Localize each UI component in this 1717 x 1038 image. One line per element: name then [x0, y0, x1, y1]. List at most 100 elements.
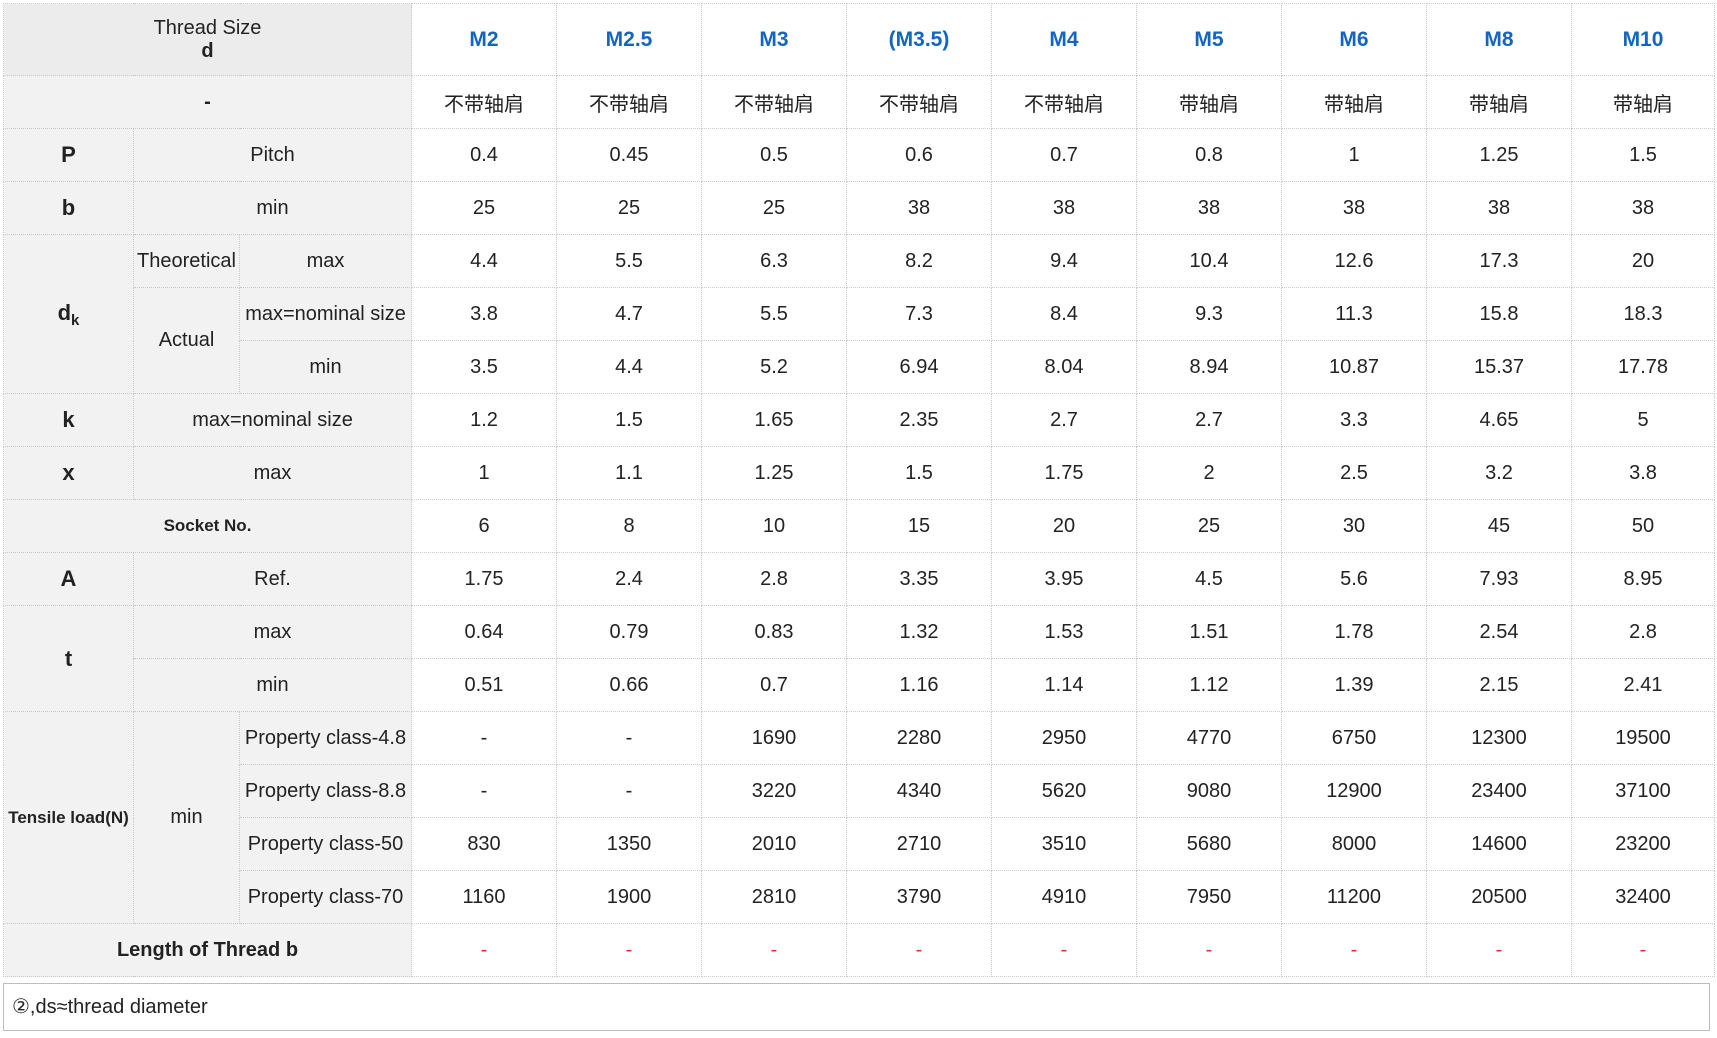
cell: 11.3 — [1281, 287, 1427, 341]
cell: 15 — [846, 499, 992, 553]
cell: 2280 — [846, 711, 992, 765]
t-min-label: min — [133, 658, 412, 712]
k-symbol: k — [3, 393, 134, 447]
cell: 2.35 — [846, 393, 992, 447]
cell: 0.83 — [701, 605, 847, 659]
cell: 11200 — [1281, 870, 1427, 924]
cell: 不带轴肩 — [411, 75, 557, 129]
cell: 9.3 — [1136, 287, 1282, 341]
size-header: M8 — [1426, 3, 1572, 76]
cell: 38 — [1281, 181, 1427, 235]
cell: 3.2 — [1426, 446, 1572, 500]
shoulder-row-label: - — [3, 75, 412, 129]
cell: 17.78 — [1571, 340, 1715, 394]
pitch-label: Pitch — [133, 128, 412, 182]
cell: 9.4 — [991, 234, 1137, 288]
cell: 1.16 — [846, 658, 992, 712]
cell: 5.5 — [701, 287, 847, 341]
t-max-label: max — [133, 605, 412, 659]
cell: - — [1136, 923, 1282, 977]
cell: 3.8 — [411, 287, 557, 341]
cell: 6 — [411, 499, 557, 553]
x-label: max — [133, 446, 412, 500]
cell: 50 — [1571, 499, 1715, 553]
cell: 2.7 — [1136, 393, 1282, 447]
a-label: Ref. — [133, 552, 412, 606]
size-header: M4 — [991, 3, 1137, 76]
cell: 25 — [411, 181, 557, 235]
cell: 不带轴肩 — [991, 75, 1137, 129]
cell: 8.95 — [1571, 552, 1715, 606]
cell: 4910 — [991, 870, 1137, 924]
cell: 8000 — [1281, 817, 1427, 871]
cell: 4.7 — [556, 287, 702, 341]
t-symbol: t — [3, 605, 134, 712]
cell: 8 — [556, 499, 702, 553]
b-row: b min 25 25 25 38 38 38 38 38 38 — [3, 181, 1715, 235]
cell: 6.3 — [701, 234, 847, 288]
cell: 带轴肩 — [1571, 75, 1715, 129]
cell: 2.5 — [1281, 446, 1427, 500]
dk-actual-min-row: min 3.5 4.4 5.2 6.94 8.04 8.94 10.87 15.… — [4, 340, 1715, 394]
cell: 14600 — [1426, 817, 1572, 871]
cell: 1.65 — [701, 393, 847, 447]
cell: 8.94 — [1136, 340, 1282, 394]
socket-label: Socket No. — [3, 499, 412, 553]
cell: 2.8 — [1571, 605, 1715, 659]
cell: 1.39 — [1281, 658, 1427, 712]
cell: 38 — [991, 181, 1137, 235]
cell: - — [1426, 923, 1572, 977]
cell: 1.78 — [1281, 605, 1427, 659]
cell: 1.32 — [846, 605, 992, 659]
cell: 20500 — [1426, 870, 1572, 924]
k-label: max=nominal size — [133, 393, 412, 447]
cell: 1350 — [556, 817, 702, 871]
tensile-row-48: Tensile load(N) min Property class-4.8 -… — [3, 711, 1715, 924]
size-header: M10 — [1571, 3, 1715, 76]
cell: 25 — [701, 181, 847, 235]
footnote: ②,ds≈thread diameter — [3, 983, 1710, 1031]
cell: 17.3 — [1426, 234, 1572, 288]
cell: 38 — [1136, 181, 1282, 235]
cell: 32400 — [1571, 870, 1715, 924]
cell: - — [1281, 923, 1427, 977]
cell: 1.25 — [701, 446, 847, 500]
cell: 2810 — [701, 870, 847, 924]
cell: 9080 — [1136, 764, 1282, 818]
cell: 0.6 — [846, 128, 992, 182]
cell: 0.5 — [701, 128, 847, 182]
cell: 1.51 — [1136, 605, 1282, 659]
cell: 3.5 — [411, 340, 557, 394]
cell: 15.8 — [1426, 287, 1572, 341]
tensile-row-50: Property class-50 830 1350 2010 2710 351… — [4, 817, 1715, 871]
cell: 20 — [991, 499, 1137, 553]
cell: 5620 — [991, 764, 1137, 818]
socket-row: Socket No. 6 8 10 15 20 25 30 45 50 — [3, 499, 1715, 553]
cell: 1.5 — [556, 393, 702, 447]
property-class-label: Property class-50 — [239, 817, 412, 871]
screw-spec-table: Thread Size d M2 M2.5 M3 (M3.5) M4 M5 M6… — [3, 3, 1715, 977]
cell: 0.7 — [701, 658, 847, 712]
t-max-row: t max 0.64 0.79 0.83 1.32 1.53 1.51 1.78… — [3, 605, 1715, 712]
tensile-row-88: Property class-8.8 - - 3220 4340 5620 90… — [4, 764, 1715, 818]
cell: 2.41 — [1571, 658, 1715, 712]
cell: 0.79 — [556, 605, 702, 659]
dk-actual-min-label: min — [239, 340, 412, 394]
cell: 8.2 — [846, 234, 992, 288]
cell: 1.2 — [411, 393, 557, 447]
x-symbol: x — [3, 446, 134, 500]
cell: 6.94 — [846, 340, 992, 394]
cell: 8.4 — [991, 287, 1137, 341]
cell: 10 — [701, 499, 847, 553]
header-row: Thread Size d M2 M2.5 M3 (M3.5) M4 M5 M6… — [3, 3, 1715, 76]
cell: 12900 — [1281, 764, 1427, 818]
cell: 0.51 — [411, 658, 557, 712]
shoulder-row: - 不带轴肩 不带轴肩 不带轴肩 不带轴肩 不带轴肩 带轴肩 带轴肩 带轴肩 带… — [3, 75, 1715, 129]
dk-actual-label: Actual — [133, 287, 240, 394]
cell: 1160 — [411, 870, 557, 924]
cell: 1.53 — [991, 605, 1137, 659]
cell: 2.8 — [701, 552, 847, 606]
cell: 2.15 — [1426, 658, 1572, 712]
cell: 3.8 — [1571, 446, 1715, 500]
cell: 23400 — [1426, 764, 1572, 818]
